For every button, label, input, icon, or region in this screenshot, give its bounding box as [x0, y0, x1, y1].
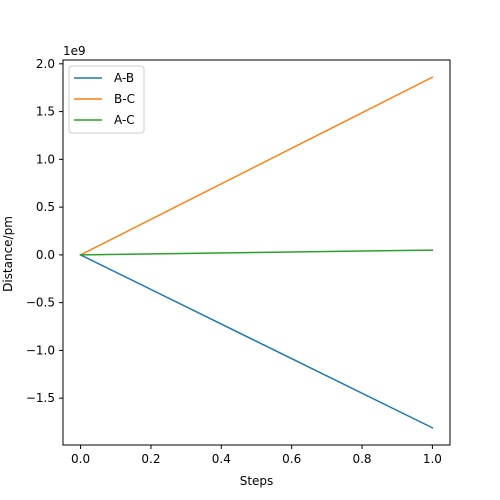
- y-tick-label: 1.5: [36, 105, 55, 119]
- series-line-a-c: [79, 249, 434, 256]
- x-tick-label: 0.8: [352, 452, 371, 466]
- y-tick-label: −1.5: [26, 391, 55, 405]
- y-axis-offset-label: 1e9: [63, 44, 86, 58]
- plot-series: [79, 76, 434, 429]
- x-axis-label: Steps: [240, 474, 274, 488]
- y-tick-label: −0.5: [26, 296, 55, 310]
- y-tick-label: 0.0: [36, 248, 55, 262]
- x-tick-label: 1.0: [423, 452, 442, 466]
- series-line-a-b: [79, 253, 434, 429]
- y-tick-label: 1.0: [36, 152, 55, 166]
- y-tick-label: −1.0: [26, 343, 55, 357]
- legend-label-b-c: B-C: [114, 92, 135, 106]
- legend-box: [68, 65, 145, 134]
- plot-frame: [62, 59, 451, 446]
- y-axis-label: Distance/pm: [1, 216, 15, 292]
- x-tick-label: 0.2: [141, 452, 160, 466]
- x-tick-label: 0.6: [282, 452, 301, 466]
- y-tick-label: 2.0: [36, 57, 55, 71]
- axis-ticks: 0.0 0.2 0.4 0.6 0.8 1.0 −1.5 −1.0 −0.5 0.0 0.5 1.0 1…: [26, 57, 442, 466]
- x-tick-label: 0.4: [212, 452, 231, 466]
- x-tick-label: 0.0: [71, 452, 90, 466]
- y-tick-label: 0.5: [36, 200, 55, 214]
- legend-label-a-c: A-C: [114, 113, 135, 127]
- legend: A-B B-C A-C: [68, 65, 145, 134]
- legend-label-a-b: A-B: [114, 71, 134, 85]
- series-line-b-c: [79, 76, 434, 256]
